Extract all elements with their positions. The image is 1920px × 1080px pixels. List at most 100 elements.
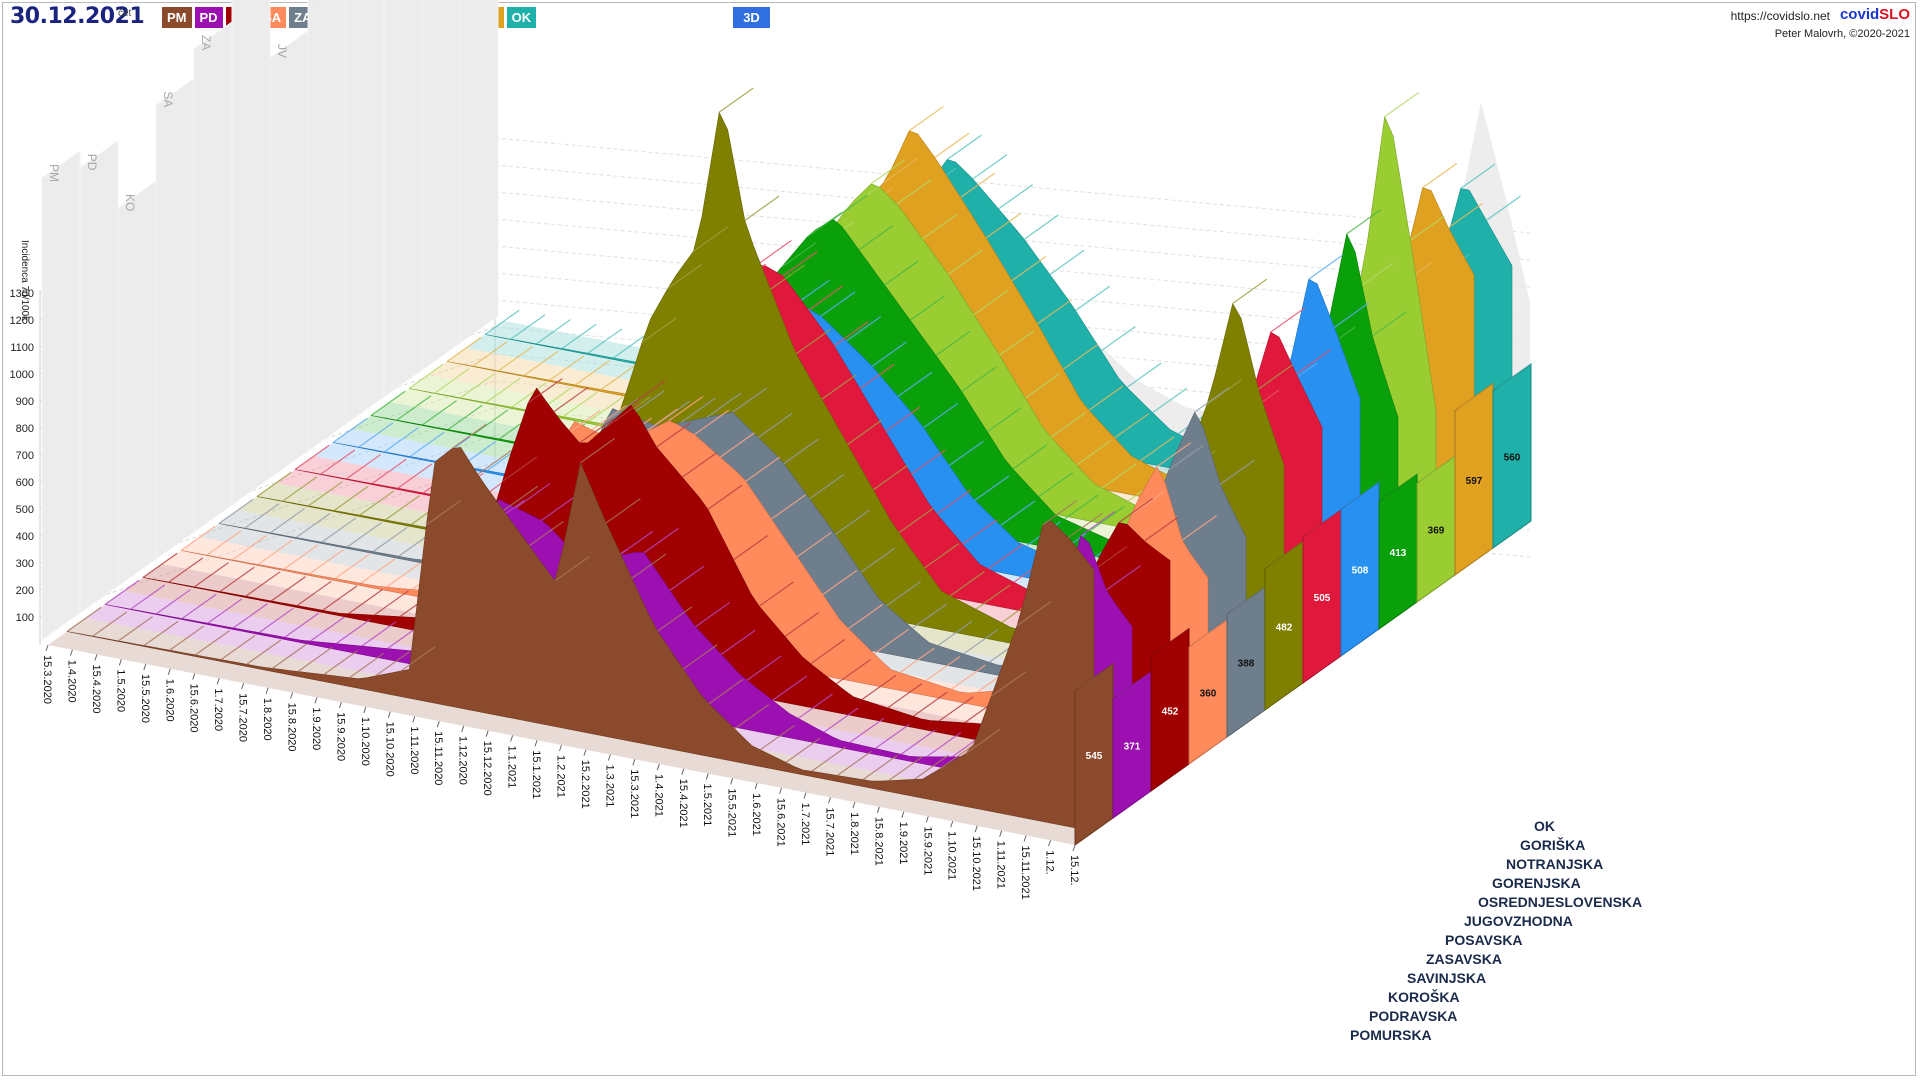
- series-ridge: [270, 508, 305, 534]
- series-ridge: [320, 449, 356, 475]
- x-tick: [1023, 835, 1027, 842]
- back-peak-bars: PMPDKOSAZAPSJVOSGOPNGŠOK: [41, 0, 499, 641]
- series-ridge: [207, 598, 243, 624]
- current-block-top: [1265, 537, 1309, 569]
- series-ridge: [346, 454, 381, 480]
- region-name-label: JUGOVZHODNA: [1464, 913, 1573, 929]
- series-ridge: [322, 585, 358, 611]
- series-ridge: [1152, 387, 1188, 414]
- series-ridge: [630, 380, 666, 406]
- series-ridge: [1062, 344, 1098, 370]
- series-ridge: [668, 395, 704, 422]
- current-block-top: [1341, 478, 1385, 510]
- region-name-label: GORENJSKA: [1492, 875, 1581, 891]
- series-ridge: [884, 260, 920, 286]
- series-ridge: [832, 194, 868, 220]
- back-peak-label: JV: [275, 44, 289, 58]
- series-ridge: [986, 407, 1022, 433]
- series-ridge: [949, 571, 985, 597]
- current-value-label: 482: [1276, 622, 1293, 633]
- series-ridge: [1016, 600, 1052, 627]
- y-tick-label: 400: [16, 531, 34, 543]
- series-ridge: [934, 132, 970, 158]
- series-ridge: [396, 395, 432, 421]
- series-ridge: [946, 134, 982, 161]
- series-ridge: [447, 404, 483, 431]
- x-tick: [705, 773, 709, 780]
- y-tick-label: 800: [16, 423, 34, 435]
- series-ridge: [642, 408, 678, 434]
- back-peak-bar: [79, 139, 119, 614]
- series-ridge: [667, 263, 703, 289]
- series-ridge: [118, 616, 153, 642]
- series-ridge: [284, 612, 320, 638]
- series-ridge: [528, 521, 564, 547]
- series-ridge: [784, 611, 820, 637]
- series-ridge: [169, 625, 205, 651]
- series-ridge: [961, 366, 997, 393]
- series-ridge: [195, 630, 230, 656]
- back-peak-label: KO: [123, 194, 137, 211]
- x-tick-label: 1.3.2021: [603, 765, 615, 808]
- view-3d-button[interactable]: 3D: [733, 7, 770, 28]
- x-tick-label: 1.10.2021: [946, 831, 958, 880]
- back-peak-bar: [117, 180, 157, 587]
- series-ridge: [985, 213, 1021, 239]
- x-tick-label: 1.11.2021: [995, 841, 1007, 889]
- series-ridge: [562, 391, 598, 418]
- series-ridge: [1422, 162, 1458, 189]
- legend-item-ok[interactable]: OK: [506, 7, 537, 28]
- current-block-top: [1455, 379, 1499, 411]
- series-ridge: [409, 431, 445, 458]
- series-ridge: [271, 576, 306, 602]
- series-ridge: [1037, 299, 1073, 325]
- series-ridge: [156, 589, 191, 615]
- x-tick-label: 15.12.2020: [481, 741, 493, 796]
- series-ridge: [962, 519, 998, 545]
- series-ridge: [990, 671, 1026, 697]
- series-ridge: [554, 556, 590, 582]
- series-ridge: [1063, 494, 1099, 520]
- series-ridge: [860, 547, 896, 573]
- brand-covid: covid: [1839, 6, 1880, 23]
- current-block-top: [1417, 452, 1461, 484]
- series-ridge: [218, 498, 254, 524]
- series-ridge: [808, 285, 844, 311]
- series-ridge: [746, 655, 782, 681]
- series-ridge: [219, 566, 255, 593]
- y-tick-label: 1000: [10, 369, 34, 381]
- series-ridge: [680, 397, 716, 423]
- region-name-label: POSAVSKA: [1445, 932, 1523, 948]
- series-ridge: [1042, 500, 1078, 526]
- legend-item-pm[interactable]: PM: [162, 7, 192, 28]
- series-ridge: [939, 744, 975, 770]
- series-ridge: [935, 330, 971, 357]
- series-ridge: [922, 214, 958, 240]
- series-ridge: [631, 553, 667, 579]
- x-tick: [241, 682, 245, 690]
- weekday-label: čet: [118, 8, 132, 19]
- series-ridge: [591, 405, 627, 431]
- x-tick-label: 1.1.2021: [506, 745, 518, 788]
- series-ridge: [1139, 436, 1175, 462]
- series-wall: [66, 447, 1095, 832]
- x-tick: [69, 649, 73, 656]
- series-ridge: [987, 544, 1023, 570]
- x-tick: [779, 787, 783, 795]
- series-ridge: [605, 498, 641, 524]
- series-ridge: [1257, 364, 1293, 390]
- site-url[interactable]: https://covidslo.net: [1730, 9, 1830, 23]
- y-axis-label: Incidenca 7d/100k: [19, 240, 30, 322]
- x-tick-label: 15.6.2021: [775, 798, 787, 847]
- legend-item-pd[interactable]: PD: [194, 7, 223, 28]
- series-ridge: [963, 629, 999, 655]
- y-tick-label: 1200: [10, 315, 34, 327]
- series-ridge: [498, 346, 533, 372]
- series-ridge: [960, 172, 996, 198]
- y-tick-label: 900: [16, 396, 34, 408]
- current-block-top: [1227, 583, 1271, 615]
- x-tick-label: 1.5.2020: [114, 669, 126, 712]
- series-ridge: [809, 474, 845, 500]
- series-ridge: [386, 562, 421, 588]
- x-tick: [534, 740, 538, 747]
